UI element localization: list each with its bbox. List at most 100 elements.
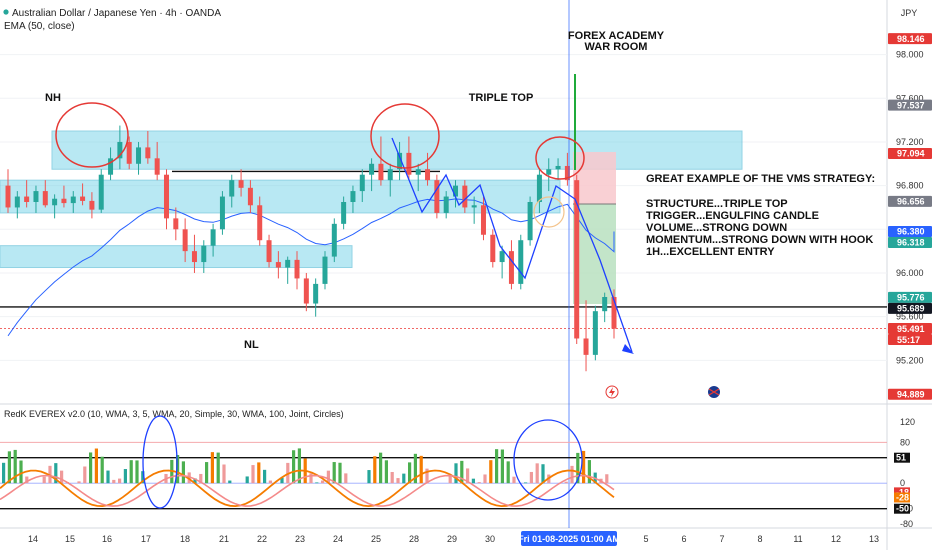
osc-bar (205, 462, 209, 484)
time-tick-label: 8 (757, 534, 762, 544)
position-tool[interactable] (573, 152, 616, 304)
price-tick-label: 98.000 (896, 50, 924, 60)
osc-bar (582, 450, 586, 484)
candle-body (415, 169, 421, 175)
flag-australia-icon[interactable] (708, 386, 720, 398)
osc-tick-label: 0 (900, 478, 905, 488)
osc-bar (94, 448, 98, 484)
osc-bar (54, 463, 58, 484)
candle-body (42, 191, 48, 206)
lightning-icon[interactable] (605, 385, 619, 399)
ema-line (7, 198, 615, 337)
osc-bar (384, 460, 388, 484)
osc-bar (83, 466, 87, 484)
osc-bar (413, 453, 417, 484)
candle-body (14, 196, 20, 208)
price-tag-bg (888, 195, 932, 207)
osc-bar (77, 481, 81, 484)
time-cursor-badge (521, 531, 617, 546)
time-axis-ticks[interactable]: 14 15 16 17 18 21 22 23 24 25 28 29 30 Fri 01-08-2025… (28, 531, 879, 546)
osc-bar (268, 480, 272, 484)
time-cursor-label: Fri 01-08-2025 01:00 AM (518, 534, 620, 544)
candle-body (518, 240, 524, 284)
red-circle-nh (55, 102, 129, 168)
candle-body (350, 191, 356, 202)
osc-bar (477, 482, 481, 484)
candle-body (480, 205, 486, 235)
price-tag-label: 96.380 (897, 227, 925, 237)
candle-body (359, 174, 365, 192)
time-tick-label: 24 (333, 534, 343, 544)
oscillator-title[interactable]: RedK EVEREX v2.0 (10, WMA, 3, 5, WMA, 20… (4, 409, 344, 419)
osc-bar (199, 473, 203, 484)
osc-bar (321, 480, 325, 484)
nl-label: NL (244, 339, 259, 351)
osc-bar (495, 449, 499, 484)
time-tick-label: 22 (257, 534, 267, 544)
candle-body (145, 147, 151, 159)
osc-bar (297, 448, 301, 484)
osc-bar (408, 462, 412, 484)
price-tag-bg (888, 291, 932, 303)
candle-body (508, 251, 514, 284)
orange-circle (533, 196, 565, 228)
osc-bar (448, 475, 452, 484)
candles (5, 125, 617, 372)
candle-body (229, 180, 235, 197)
osc-bar (367, 470, 371, 484)
osc-bar (425, 468, 429, 484)
candle-body (397, 152, 403, 170)
candle-body (117, 141, 123, 159)
candle-body (471, 205, 477, 208)
zone-2 (0, 245, 353, 269)
price-tick-label: 96.800 (896, 181, 924, 191)
osc-bar (7, 451, 11, 484)
price-tag-label: 94.889 (897, 389, 925, 399)
candle-body (201, 245, 207, 263)
osc-bar (263, 469, 267, 484)
candle-body (378, 163, 384, 181)
currency-label[interactable]: JPY (901, 8, 918, 18)
symbol-title[interactable]: Australian Dollar / Japanese Yen · 4h · … (12, 8, 221, 19)
osc-bar (315, 482, 319, 484)
osc-bar (210, 452, 214, 484)
live-status-icon (3, 9, 9, 15)
price-tick-label: 97.600 (896, 93, 924, 103)
candle-body (369, 163, 375, 175)
time-tick-label: 18 (180, 534, 190, 544)
candle-body (52, 198, 58, 206)
price-tag-label: 95.491 (897, 324, 925, 334)
time-tick-label: 6 (681, 534, 686, 544)
osc-bar (60, 470, 64, 484)
candle-body (98, 174, 104, 210)
candle-body (490, 234, 496, 263)
price-tag-bg (888, 225, 932, 237)
price-tag-label: 97.094 (897, 149, 925, 159)
osc-bar (529, 471, 533, 484)
candle-body (546, 169, 552, 175)
stop-loss-area[interactable] (573, 152, 616, 204)
price-tag-label: 97.537 (897, 100, 925, 110)
strategy-line-trigger: TRIGGER...ENGULFING CANDLE (646, 210, 819, 222)
red-circle-third-top (535, 136, 585, 180)
time-tick-label: 13 (869, 534, 879, 544)
strategy-title: GREAT EXAMPLE OF THE VMS STRATEGY: (646, 173, 875, 185)
candle-body (406, 152, 412, 175)
osc-bar (471, 478, 475, 484)
osc-bar (25, 476, 29, 484)
osc-bar (135, 460, 139, 484)
candle-body (80, 196, 86, 201)
osc-bar (506, 461, 510, 484)
osc-bar (524, 482, 528, 484)
red-circle-second-top (370, 103, 440, 169)
price-tick-label: 97.200 (896, 137, 924, 147)
osc-pink-line (0, 474, 615, 507)
osc-blue-circle-2 (513, 419, 583, 501)
osc-tag-label: 51 (896, 453, 906, 463)
price-tag-bg (888, 99, 932, 111)
candle-body (154, 158, 160, 175)
ema-indicator-label[interactable]: EMA (50, close) (4, 21, 75, 32)
candle-body (341, 202, 347, 224)
